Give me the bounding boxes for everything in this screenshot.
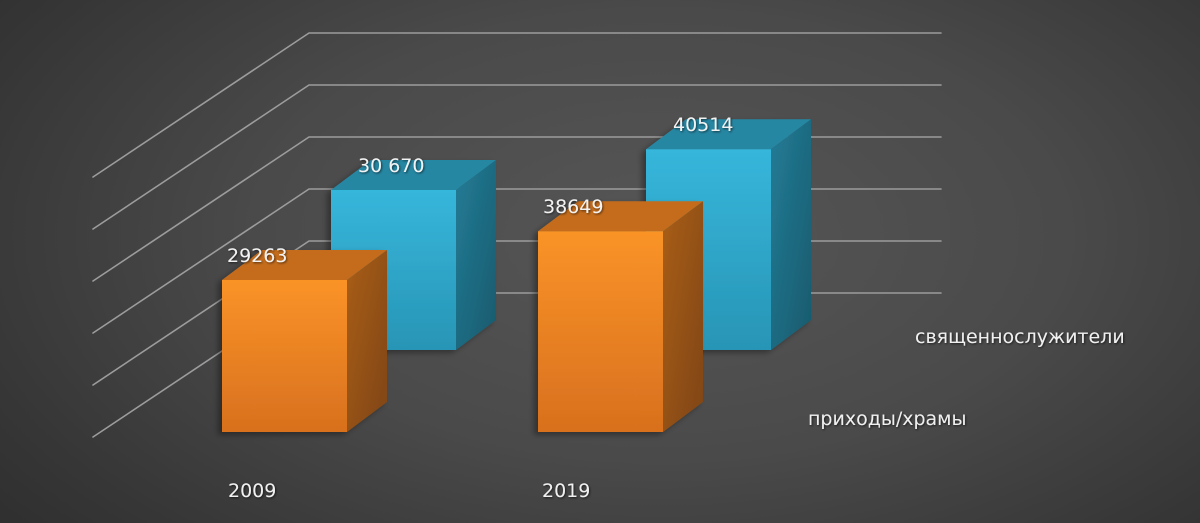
gridline [92,84,942,230]
bar-top-face [538,201,703,232]
bar-parishes-2009 [222,250,387,432]
series-label-clergy: священнослужители [915,326,1125,348]
bar-top-face [222,250,387,280]
data-label: 29263 [227,245,287,267]
bar-side-face [347,250,387,432]
data-label: 38649 [543,196,603,218]
bar-top-face [646,119,811,150]
bar-front-face [222,280,347,432]
gridline [92,188,942,334]
category-label-2019: 2019 [542,480,590,502]
gridline [92,240,942,386]
bar-front-face [538,231,663,432]
gridline [92,136,942,282]
bar-parishes-2019 [538,201,703,432]
bar-top-face [331,160,496,190]
data-label: 40514 [673,114,733,136]
bar-side-face [456,160,496,350]
bar-side-face [663,201,703,432]
labels: 30 670 29263 40514 38649 2009 2019 приходы/хра… [227,114,1125,502]
gridlines [92,32,942,438]
bars [222,119,811,432]
bar-side-face [771,119,811,350]
gridline [92,32,942,178]
series-label-parishes: приходы/храмы [808,408,967,430]
data-label: 30 670 [358,155,424,177]
category-label-2009: 2009 [228,480,276,502]
